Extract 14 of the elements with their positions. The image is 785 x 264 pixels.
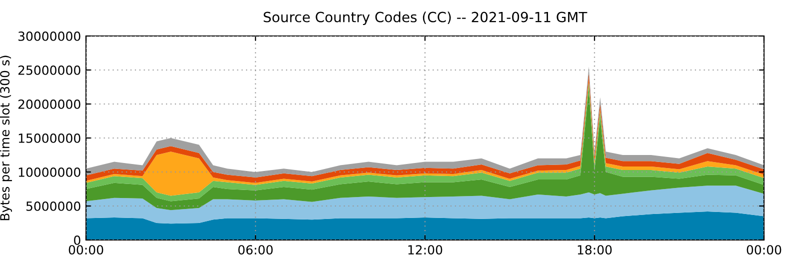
x-tick-label: 06:00 [238,245,273,255]
x-tick-label: 00:00 [746,245,782,255]
y-tick-label: 15000000 [18,133,80,143]
y-tick-label: 10000000 [18,167,80,177]
y-tick-label: 20000000 [18,99,80,109]
x-tick-label: 18:00 [578,245,612,255]
y-tick-label: 5000000 [26,201,80,211]
x-tick-label: 00:00 [68,245,104,255]
chart-title: Source Country Codes (CC) -- 2021-09-11 GMT [264,12,588,25]
x-tick-label: 12:00 [408,245,442,255]
y-tick-label: 30000000 [18,31,80,41]
y-tick-label: 25000000 [18,65,80,75]
y-tick-label: 0 [74,235,80,245]
y-axis-title: Bytes per time slot (300 s) [0,56,12,220]
